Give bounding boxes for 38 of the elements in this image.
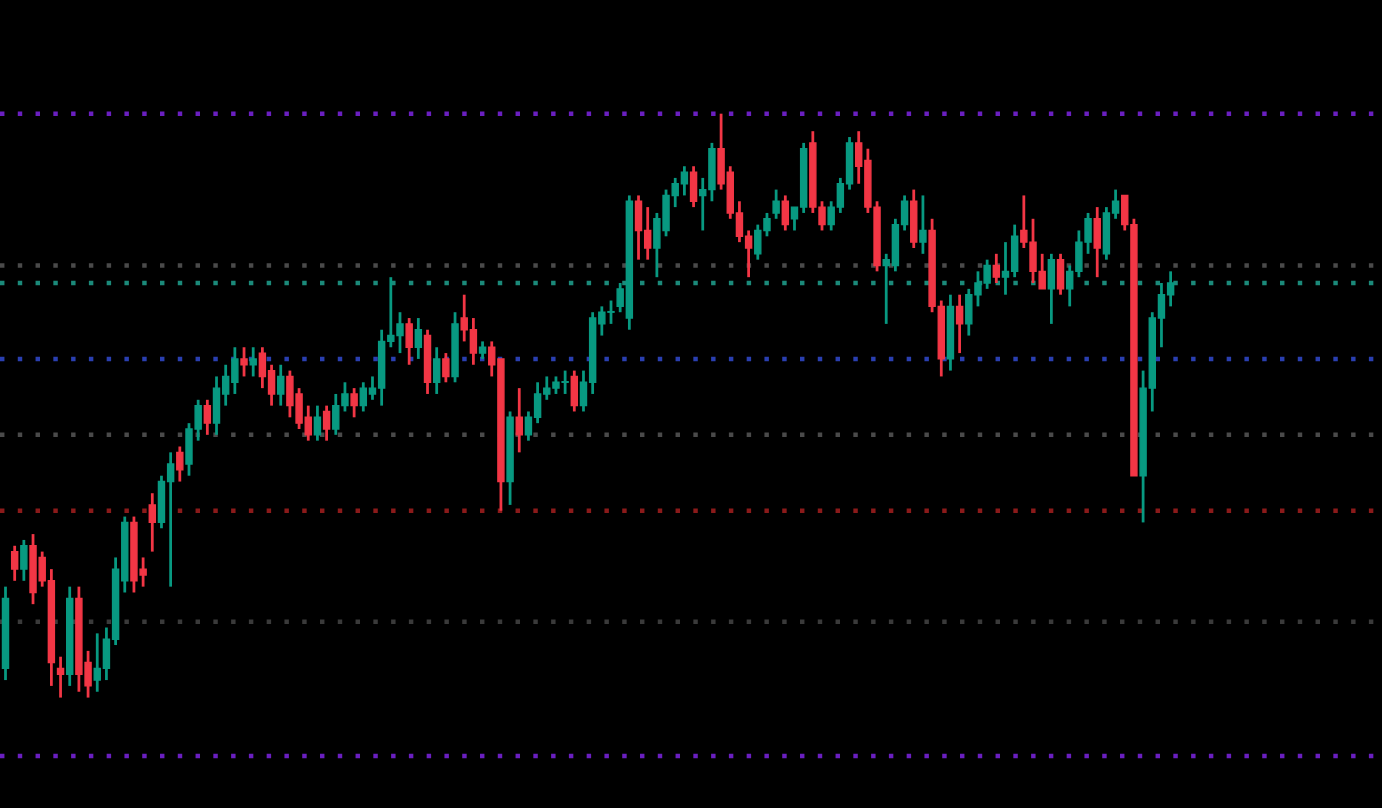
candlestick xyxy=(313,404,322,443)
candlestick xyxy=(240,345,248,378)
candlestick xyxy=(203,398,212,437)
candlestick xyxy=(414,316,423,361)
candlestick xyxy=(212,375,221,437)
candlestick xyxy=(1001,240,1010,297)
candlestick xyxy=(910,188,918,250)
candlestick xyxy=(772,188,780,221)
candlestick xyxy=(781,194,790,232)
candlestick xyxy=(1010,223,1019,279)
candlestick xyxy=(570,369,579,413)
candlestick xyxy=(689,164,698,209)
candlestick xyxy=(148,491,157,553)
candlestick xyxy=(249,345,257,378)
candlestick xyxy=(643,205,652,262)
candlestick xyxy=(20,538,28,583)
candlestick xyxy=(359,380,368,413)
candlestick xyxy=(10,544,19,583)
candlestick xyxy=(634,194,643,262)
candlestick xyxy=(176,445,184,483)
candlestick xyxy=(515,386,523,454)
candlestick xyxy=(258,345,267,390)
candlestick xyxy=(277,363,285,408)
candlestick xyxy=(56,655,65,699)
candlestick xyxy=(992,252,1001,285)
candlestick xyxy=(350,386,358,419)
candlestick xyxy=(432,345,441,396)
candlestick xyxy=(166,450,175,589)
candlestick xyxy=(442,351,450,384)
candlestick xyxy=(1047,252,1056,326)
candlestick xyxy=(1102,205,1111,262)
candlestick xyxy=(423,328,432,396)
candlestick xyxy=(955,293,964,355)
candlestick xyxy=(1093,205,1101,279)
candlestick xyxy=(1056,252,1065,297)
candlestick xyxy=(405,316,413,367)
candlestick xyxy=(322,404,331,443)
candlestick xyxy=(919,194,927,256)
